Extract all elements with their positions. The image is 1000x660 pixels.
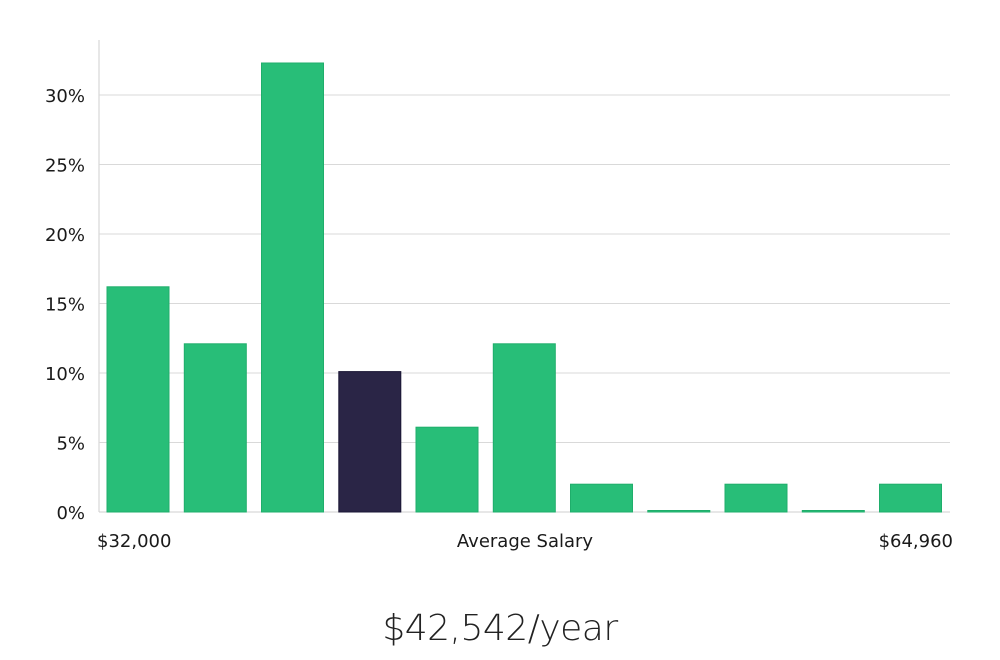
bar: [724, 483, 788, 513]
y-tick-label: 30%: [45, 86, 85, 107]
x-max-label: $64,960: [879, 531, 953, 552]
bar: [801, 510, 865, 513]
y-tick-label: 10%: [45, 364, 85, 385]
bar: [415, 426, 479, 513]
x-axis-title: Average Salary: [457, 531, 594, 552]
y-tick-label: 0%: [56, 503, 85, 524]
y-tick-label: 25%: [45, 156, 85, 177]
bar: [106, 286, 170, 513]
y-tick-label: 5%: [56, 434, 85, 455]
bar: [183, 343, 247, 513]
average-salary-caption: $42,542/year: [382, 608, 618, 649]
bar: [570, 483, 633, 513]
bars: [106, 62, 942, 513]
salary-histogram: 0% 5% 10% 15% 20% 25% 30% $32,000 Average Sala…: [45, 40, 953, 552]
bar: [261, 62, 324, 513]
bar: [647, 510, 711, 513]
y-tick-label: 15%: [45, 295, 85, 316]
y-tick-label: 20%: [45, 225, 85, 246]
x-min-label: $32,000: [97, 531, 171, 552]
bar: [879, 483, 942, 513]
y-tick-labels: 0% 5% 10% 15% 20% 25% 30%: [45, 86, 85, 524]
bar-highlighted: [338, 371, 402, 513]
bar: [492, 343, 556, 513]
